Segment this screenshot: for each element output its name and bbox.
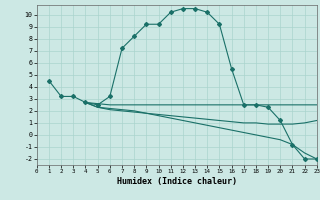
X-axis label: Humidex (Indice chaleur): Humidex (Indice chaleur) (117, 177, 237, 186)
